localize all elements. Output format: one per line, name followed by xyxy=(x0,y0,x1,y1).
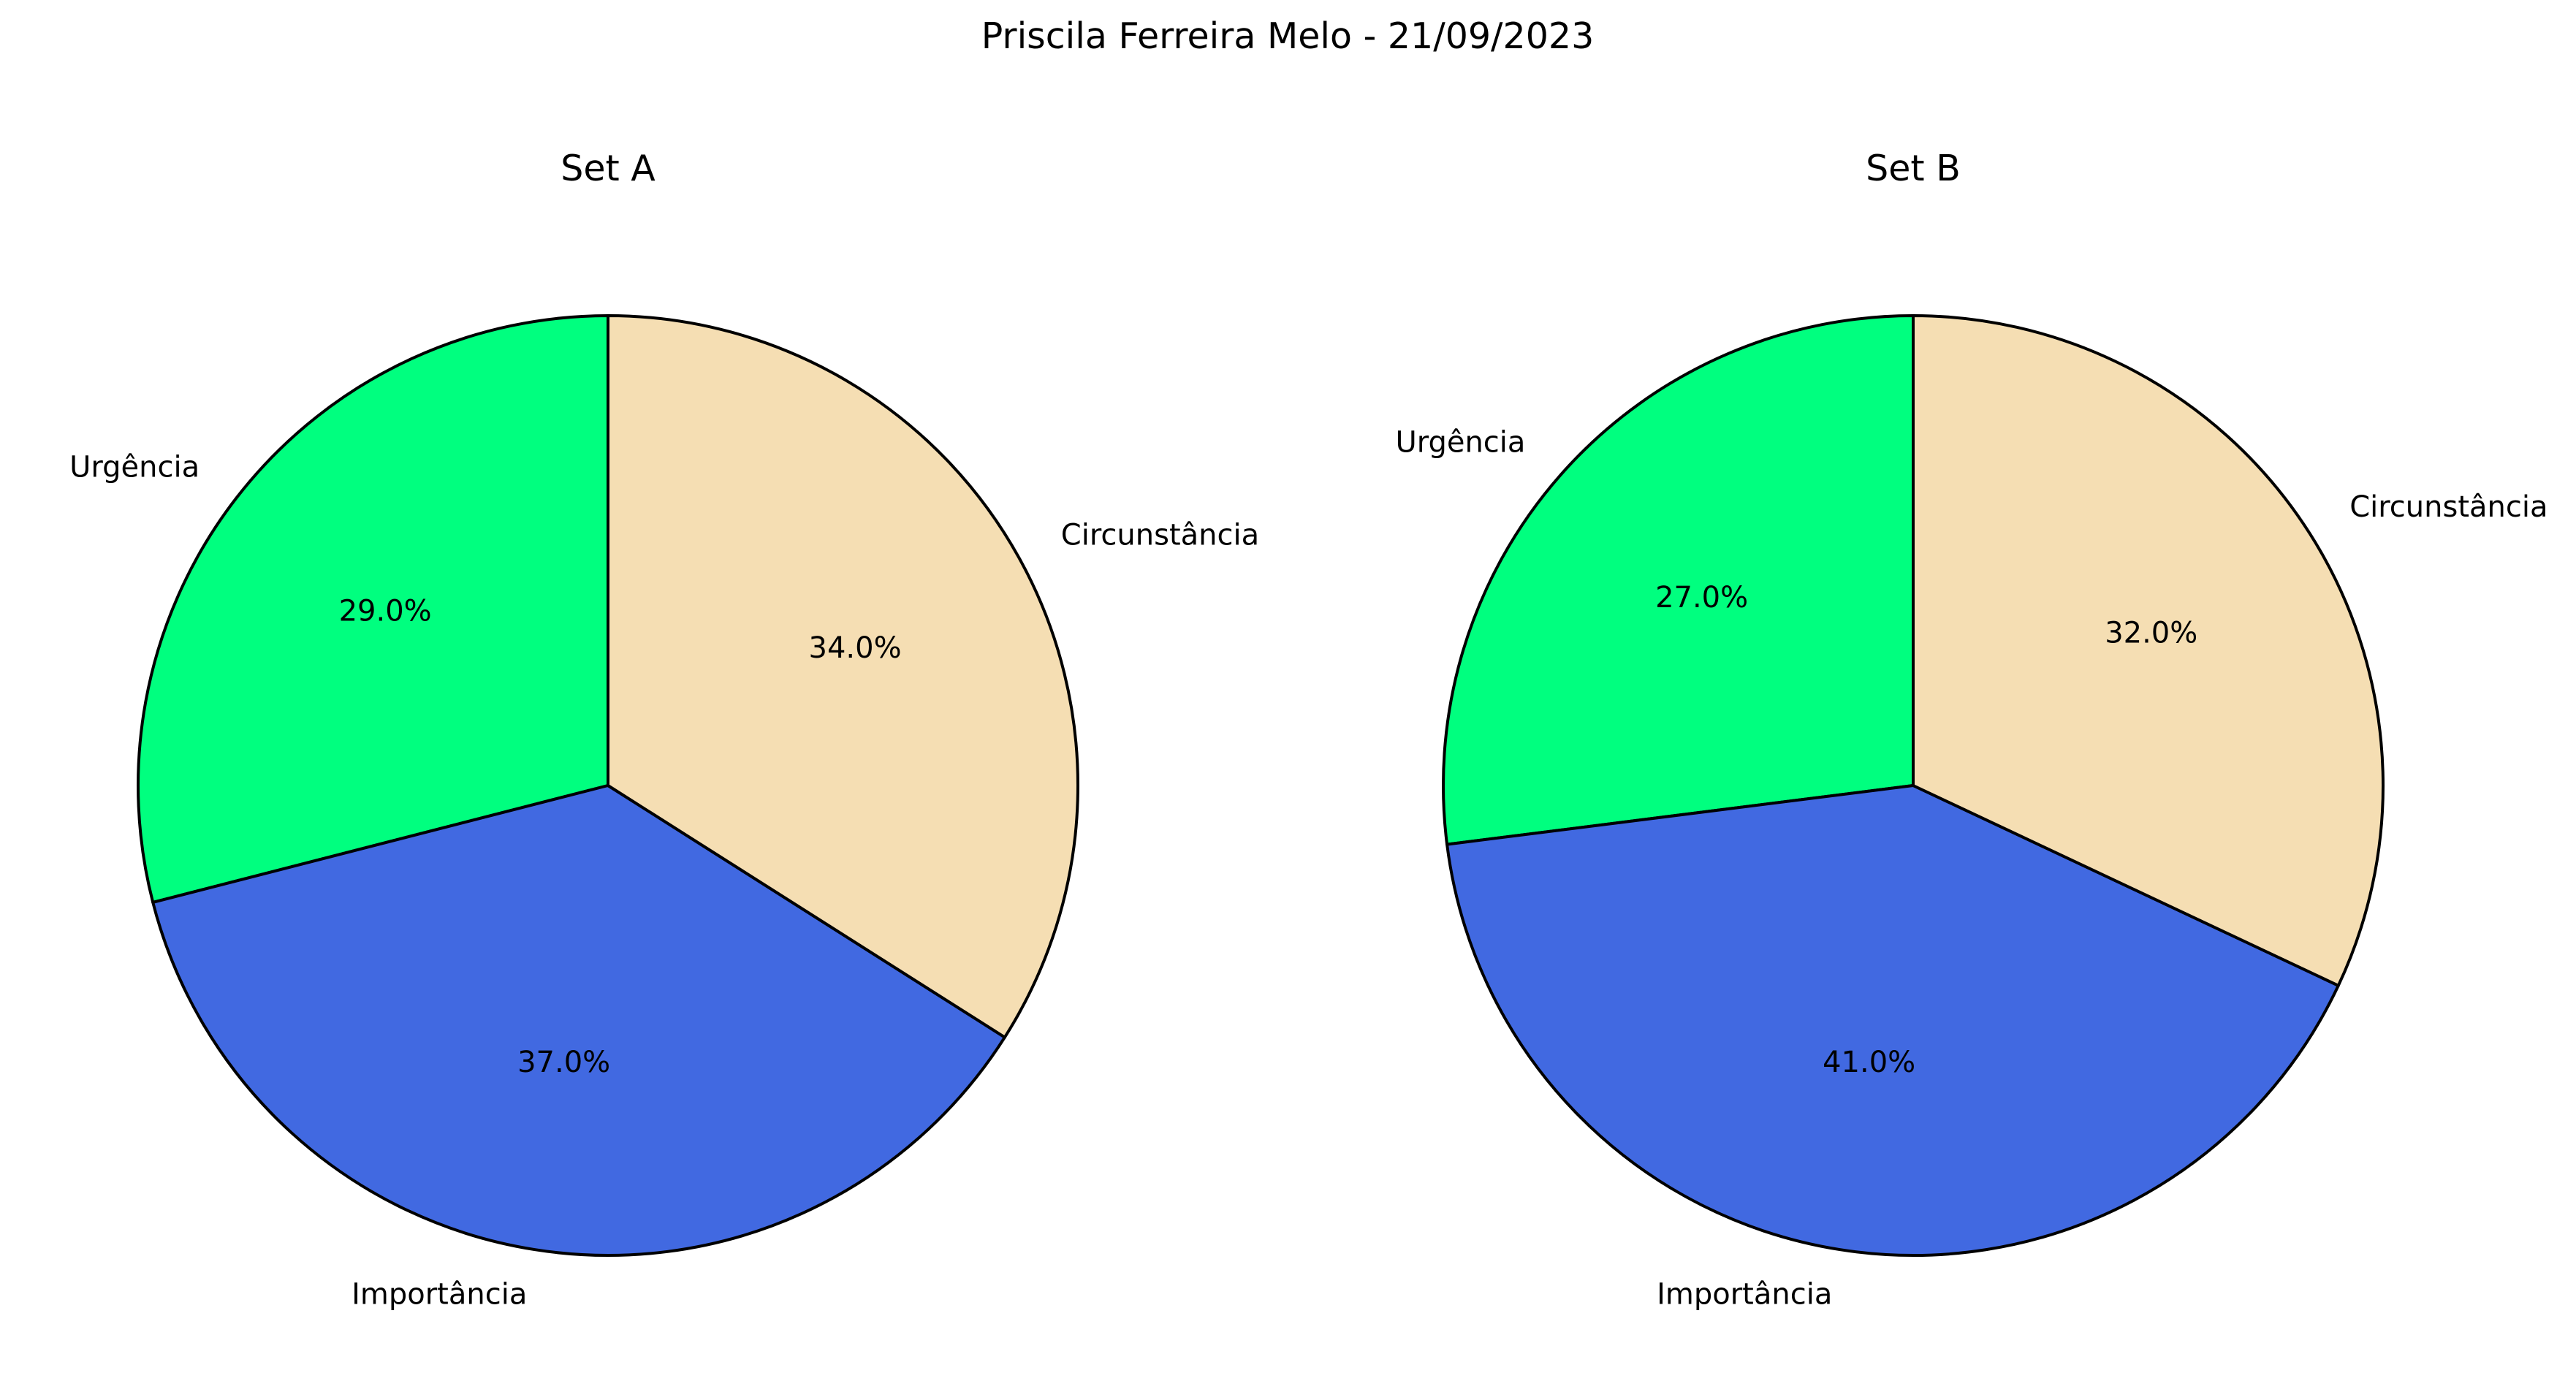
pie-slice-importancia xyxy=(1445,784,2340,1257)
figure-title: Priscila Ferreira Melo - 21/09/2023 xyxy=(981,15,1595,57)
pct-label-circunstancia: 34.0% xyxy=(809,631,902,665)
pie-slice-urgencia xyxy=(137,314,609,904)
slice-label-circunstancia: Circunstância xyxy=(2349,490,2547,524)
slice-label-importancia: Importância xyxy=(352,1278,527,1312)
pie-slices xyxy=(137,314,1079,1257)
pct-label-urgencia: 29.0% xyxy=(339,595,432,628)
pie-labels: Urgência 29.0% Importância 37.0% Circunstânc… xyxy=(69,450,1259,1311)
pct-label-urgencia: 27.0% xyxy=(1655,581,1748,615)
slice-label-urgencia: Urgência xyxy=(69,450,200,484)
pie-chart-set-a: Set A Urgência 29.0% Importância 37.0% Circu… xyxy=(69,148,1259,1312)
pie-slice-urgencia xyxy=(1442,314,1915,846)
pie-slice-circunstancia xyxy=(1912,314,2385,987)
pie-slices xyxy=(1442,314,2385,1257)
subplot-title-set-b: Set B xyxy=(1866,148,1961,189)
pct-label-importancia: 41.0% xyxy=(1823,1046,1915,1079)
pie-slice-circunstancia xyxy=(607,314,1079,1039)
pie-chart-set-b: Set B Urgência 27.0% Importância 41.0% Circu… xyxy=(1395,148,2547,1312)
slice-label-circunstancia: Circunstância xyxy=(1061,518,1259,552)
pct-label-circunstancia: 32.0% xyxy=(2105,616,2197,650)
pie-labels: Urgência 27.0% Importância 41.0% Circunstânc… xyxy=(1395,425,2547,1311)
slice-label-urgencia: Urgência xyxy=(1395,425,1525,459)
subplot-title-set-a: Set A xyxy=(561,148,656,189)
pct-label-importancia: 37.0% xyxy=(517,1046,610,1079)
slice-label-importancia: Importância xyxy=(1657,1278,1832,1312)
